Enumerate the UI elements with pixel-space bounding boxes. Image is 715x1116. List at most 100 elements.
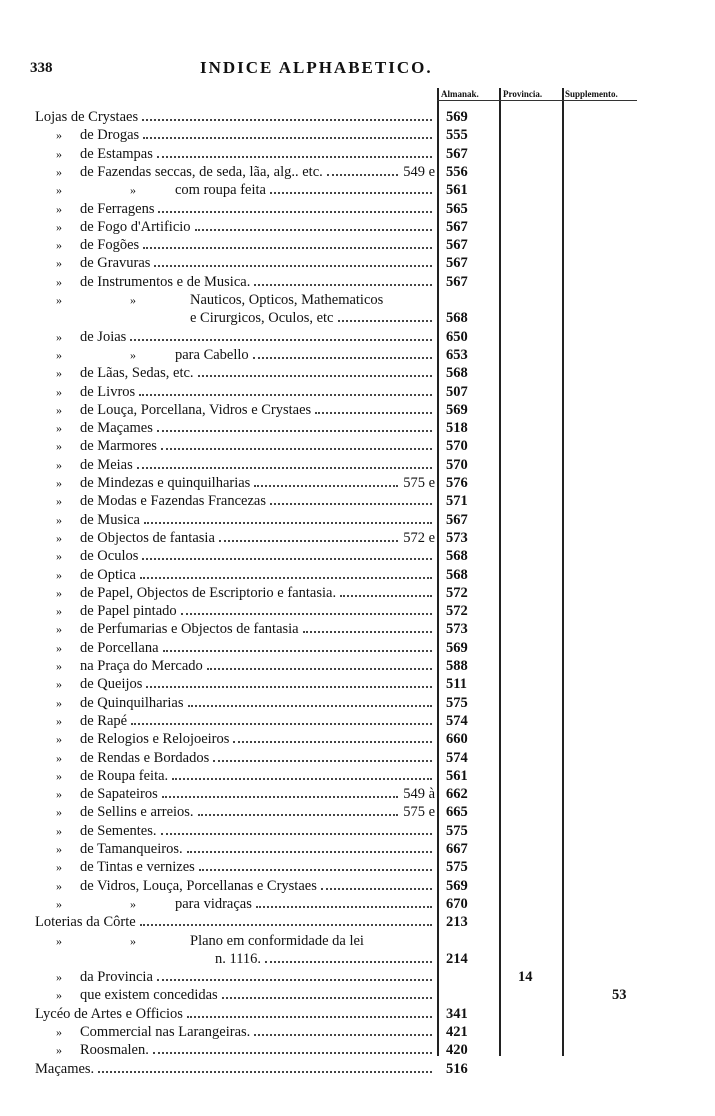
dot-leader [218,539,399,542]
entry-text: de Porcellana [80,639,159,656]
entry-text-group: Roosmalen. [80,1041,435,1059]
entry-page-ref: 549 à [403,786,435,803]
entry-text: e Cirurgicos, Oculos, etc [190,310,334,327]
ditto-mark: » [56,439,62,454]
entry-text-group: da Provincia [80,968,435,986]
entry-text: de Sementes. [80,822,157,839]
dot-leader [172,777,432,780]
entry-text-group: de Gravuras [80,254,435,272]
index-row: Lojas de Crystaes 569 [0,108,715,126]
ditto-mark: » [56,293,62,307]
ditto-mark: » [56,476,62,490]
entry-text-group: de Queijos [80,675,435,693]
ditto-mark: » [56,878,62,893]
supplemento-page: 53 [612,987,627,1004]
almanak-page: 556 [446,163,468,180]
ditto-mark: » [56,457,62,472]
entry-text: de Gravuras [80,255,151,272]
entry-text-group: de Fogões [80,236,435,254]
index-row: » de Papel, Objectos de Escriptorio e fan… [0,584,715,602]
ditto-mark: » [56,896,62,911]
dot-leader [180,613,432,616]
dot-leader [213,759,432,762]
almanak-page: 569 [446,109,468,125]
entry-text-group: de Sementes. [80,822,435,840]
almanak-page: 660 [446,731,468,748]
entry-text-group: para vidraças [175,895,435,913]
dot-leader [139,576,432,579]
index-row: » » Nauticos, Opticos, Mathematicos [0,291,715,309]
almanak-page: 575 [446,859,468,876]
entry-text: n. 1116. [215,950,262,967]
almanak-page: 570 [446,456,468,473]
entry-text-group: que existem concedidas [80,986,435,1004]
entry-text-group: de Tamanqueiros. [80,840,435,858]
entry-text-group: de Fogo d'Artificio [80,218,435,236]
almanak-page: 214 [446,950,468,967]
dot-leader [194,228,432,231]
index-row: Loterias da Côrte 213 [0,913,715,931]
index-row: » » para vidraças 670 [0,895,715,913]
dot-leader [136,466,432,469]
index-row: » de Ferragens 565 [0,200,715,218]
entry-text-group: de Marmores [80,437,435,455]
entry-text: de Ferragens [80,200,155,217]
page-title: INDICE ALPHABETICO. [200,58,433,77]
column-header-almanak: Almanak. [441,89,479,99]
dot-leader [142,558,432,561]
entry-text-group: de Instrumentos e de Musica. [80,273,435,291]
entry-text: de Rapé [80,712,128,729]
dot-leader [154,265,432,268]
index-row: » de Fogões 567 [0,236,715,254]
entry-text-group: de Joias [80,328,435,346]
ditto-mark: » [56,1025,62,1039]
entry-text: de Papel, Objectos de Escriptorio e fant… [80,584,337,601]
index-row: » de Drogas 555 [0,126,715,144]
dot-leader [98,1070,432,1073]
index-row: » de Optica 568 [0,566,715,584]
index-row: » de Rapé 574 [0,712,715,730]
entry-text-group: de Lãas, Sedas, etc. [80,364,435,382]
entry-text: de Meias [80,456,133,473]
ditto-mark: » [56,183,62,198]
dot-leader [206,668,432,670]
almanak-page: 567 [446,218,468,235]
almanak-page: 567 [446,273,468,290]
index-row: » de Marmores 570 [0,437,715,455]
dot-leader [158,210,432,213]
dot-leader [156,155,432,158]
dot-leader [254,485,399,487]
entry-text: de Objectos de fantasia [80,529,215,546]
dot-leader [131,722,432,725]
dot-leader [302,631,432,634]
entry-text: de Mindezas e quinquilharias [80,475,251,491]
dot-leader [152,1052,432,1055]
almanak-page: 575 [446,694,468,711]
ditto-mark: » [130,896,136,911]
dot-leader [144,521,432,524]
ditto-mark: » [56,128,62,143]
almanak-page: 653 [446,346,468,363]
index-row: » de Oculos 568 [0,547,715,565]
almanak-page: 569 [446,401,468,418]
entry-text-group: de Vidros, Louça, Porcellanas e Crystaes [80,877,435,895]
index-row: » da Provincia 14 [0,968,715,986]
index-row: » de Papel pintado 572 [0,602,715,620]
ditto-mark: » [56,366,62,381]
ditto-mark: » [56,787,62,802]
index-row: » de Musica 567 [0,511,715,529]
almanak-page: 567 [446,145,468,162]
almanak-page: 573 [446,621,468,638]
almanak-page: 667 [446,841,468,857]
entry-text-group: na Praça do Mercado [80,657,435,675]
index-row: » de Meias 570 [0,456,715,474]
index-row: » que existem concedidas 53 [0,986,715,1004]
index-row: » de Sellins e arreios. 575 e 665 [0,803,715,821]
almanak-page: 574 [446,712,468,729]
entry-text: Maçames. [35,1060,95,1077]
dot-leader [160,832,432,835]
dot-leader [197,814,399,817]
entry-text-group: e Cirurgicos, Oculos, etc [190,309,435,327]
dot-leader [255,905,432,908]
ditto-mark: » [56,329,62,344]
